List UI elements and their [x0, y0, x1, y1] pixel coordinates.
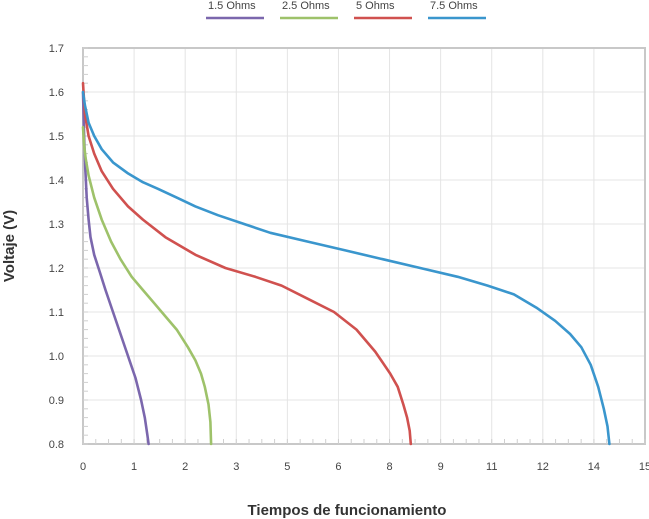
y-tick-label: 1.6 — [49, 87, 64, 99]
y-tick-label: 1.0 — [49, 351, 64, 363]
x-tick-label: 15 — [639, 461, 649, 473]
series-line-7-5-ohms — [81, 90, 611, 446]
legend: 1.5 Ohms 2.5 Ohms 5 Ohms 7.5 Ohms — [206, 0, 486, 20]
x-tick-label: 12 — [537, 461, 549, 473]
y-tick-label: 1.7 — [49, 43, 64, 55]
x-tick-label: 8 — [386, 461, 392, 473]
y-tick-label: 0.8 — [49, 439, 64, 451]
x-tick-label: 2 — [182, 461, 188, 473]
y-tick-label: 1.4 — [49, 175, 64, 187]
y-tick-label: 1.3 — [49, 219, 64, 231]
x-tick-label: 6 — [335, 461, 341, 473]
series-line-2-5-ohms — [81, 125, 213, 446]
grid — [83, 48, 645, 444]
y-tick-label: 1.5 — [49, 131, 64, 143]
series-lines — [81, 81, 611, 446]
x-tick-label: 14 — [588, 461, 600, 473]
x-tick-label: 5 — [284, 461, 290, 473]
legend-label-5-ohms: 5 Ohms — [356, 0, 395, 12]
x-tick-label: 0 — [80, 461, 86, 473]
legend-label-1-5-ohms: 1.5 Ohms — [208, 0, 256, 12]
legend-label-7-5-ohms: 7.5 Ohms — [430, 0, 478, 12]
series-line-5-ohms — [81, 81, 413, 446]
y-tick-labels: 0.8 0.9 1.0 1.1 1.2 1.3 1.4 1.5 1.6 1.7 — [49, 43, 64, 451]
plot-frame — [82, 47, 646, 445]
y-tick-label: 1.2 — [49, 263, 64, 275]
series-line-1-5-ohms — [81, 90, 150, 446]
x-tick-label: 9 — [438, 461, 444, 473]
y-tick-label: 1.1 — [49, 307, 64, 319]
y-tick-label: 0.9 — [49, 395, 64, 407]
x-tick-label: 1 — [131, 461, 137, 473]
x-axis-title: Tiempos de funcionamiento — [248, 502, 447, 519]
x-tick-label: 11 — [486, 461, 497, 473]
y-axis-title: Voltaje (V) — [1, 210, 18, 282]
legend-label-2-5-ohms: 2.5 Ohms — [282, 0, 330, 12]
x-tick-labels: 0 1 2 3 5 6 8 9 11 12 14 15 — [80, 461, 649, 473]
minor-ticks — [82, 47, 646, 445]
x-tick-label: 3 — [233, 461, 239, 473]
